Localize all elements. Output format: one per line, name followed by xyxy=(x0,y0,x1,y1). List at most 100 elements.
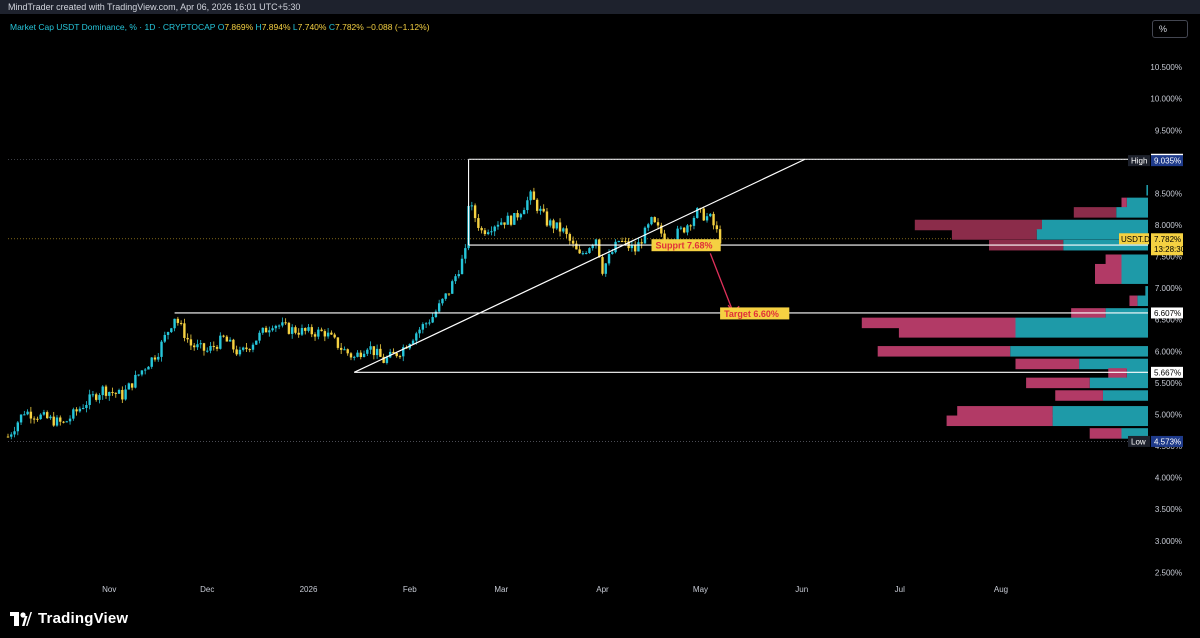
candle-body xyxy=(147,366,150,370)
high-value: 7.894% xyxy=(261,22,291,32)
candle-body xyxy=(692,217,696,226)
tradingview-logo[interactable]: TradingView xyxy=(10,610,128,627)
candle-body xyxy=(604,263,607,274)
candle xyxy=(369,341,372,355)
volume-profile-down xyxy=(1015,358,1080,370)
candle-body xyxy=(160,341,163,357)
candle-body xyxy=(78,408,82,412)
candle xyxy=(339,342,343,355)
candle-body xyxy=(45,412,49,419)
candle-body xyxy=(81,407,85,409)
candle xyxy=(601,254,604,276)
volume-profile-row xyxy=(1145,286,1148,297)
last-value-bg xyxy=(1151,233,1183,256)
candle-body xyxy=(679,227,683,229)
volume-profile-row xyxy=(946,415,1148,427)
candle xyxy=(68,415,72,425)
candle xyxy=(411,338,415,345)
y-tick-label: 4.000% xyxy=(1155,474,1182,483)
volume-profile-row xyxy=(1129,295,1148,307)
candle-body xyxy=(98,395,101,400)
candle xyxy=(594,238,598,249)
candle-body xyxy=(219,335,222,349)
candle-body xyxy=(549,220,552,226)
candle-body xyxy=(395,353,398,357)
candle-body xyxy=(444,293,447,299)
level-axis-label-bg xyxy=(1151,307,1183,319)
candle-body xyxy=(643,227,647,244)
candle-body xyxy=(65,421,68,423)
candle-body xyxy=(300,328,304,335)
candle xyxy=(215,345,219,352)
candle-body xyxy=(225,336,229,342)
candle xyxy=(532,187,536,200)
candle xyxy=(189,334,193,350)
candle xyxy=(571,236,575,248)
volume-profile-row xyxy=(957,406,1148,417)
candle-body xyxy=(434,311,438,318)
candle-body xyxy=(62,421,65,423)
candle-body xyxy=(281,322,284,326)
volume-profile-row xyxy=(1073,207,1148,218)
candle xyxy=(287,321,291,335)
candle xyxy=(10,432,13,440)
candle xyxy=(310,324,313,338)
candle-body xyxy=(339,347,343,350)
last-value: 7.782% xyxy=(1154,235,1181,244)
candle-body xyxy=(153,357,157,360)
candle xyxy=(503,222,506,229)
candle xyxy=(470,201,474,211)
price-chart[interactable]: 2.500%3.000%3.500%4.000%4.500%5.000%5.50… xyxy=(0,0,1200,600)
candle xyxy=(460,254,464,275)
volume-profile-row xyxy=(1095,273,1148,284)
volume-profile-down xyxy=(1121,197,1127,209)
candle-body xyxy=(101,386,104,396)
candle xyxy=(160,339,163,362)
candle xyxy=(88,389,91,410)
change-value: −0.088 (−1.12%) xyxy=(366,22,430,32)
candle-body xyxy=(179,322,183,324)
candle-body xyxy=(287,322,291,334)
candle-body xyxy=(336,337,340,348)
credit-bar: MindTrader created with TradingView.com,… xyxy=(0,0,1200,14)
candle xyxy=(241,346,245,352)
candle-body xyxy=(274,325,278,329)
candle xyxy=(336,337,340,350)
candle xyxy=(362,350,366,358)
candle-body xyxy=(630,245,634,249)
candle xyxy=(23,410,26,416)
low-tag-value-bg xyxy=(1151,435,1183,447)
candle-body xyxy=(477,218,480,228)
annotation-bg xyxy=(651,239,721,252)
candle-body xyxy=(388,351,392,358)
open-label: O xyxy=(217,22,225,32)
candle xyxy=(137,374,140,377)
volume-profile-down xyxy=(898,327,1016,338)
candle-body xyxy=(598,239,601,258)
candle-body xyxy=(483,230,487,235)
candle xyxy=(552,218,555,234)
candle-body xyxy=(571,240,575,244)
level-axis-label-text: 5.667% xyxy=(1154,368,1181,377)
candle-body xyxy=(19,414,23,423)
candle xyxy=(300,324,304,337)
candle-body xyxy=(134,374,137,388)
volume-profile-row xyxy=(1026,377,1148,389)
volume-profile-up xyxy=(1079,358,1148,370)
candle xyxy=(225,335,229,342)
candle-body xyxy=(222,335,225,337)
candle-body xyxy=(91,394,95,396)
candle xyxy=(29,406,33,424)
candle-body xyxy=(611,252,614,254)
volume-profile-row xyxy=(1108,368,1148,379)
candle-body xyxy=(114,392,117,394)
candle xyxy=(447,293,451,297)
candle xyxy=(209,341,212,354)
candle-body xyxy=(575,243,578,250)
volume-profile-up xyxy=(1015,327,1148,338)
candle xyxy=(117,388,121,394)
candle-body xyxy=(718,229,722,244)
percent-scale-button[interactable]: % xyxy=(1152,20,1188,38)
volume-profile-down xyxy=(957,406,1053,417)
candle xyxy=(565,225,568,239)
